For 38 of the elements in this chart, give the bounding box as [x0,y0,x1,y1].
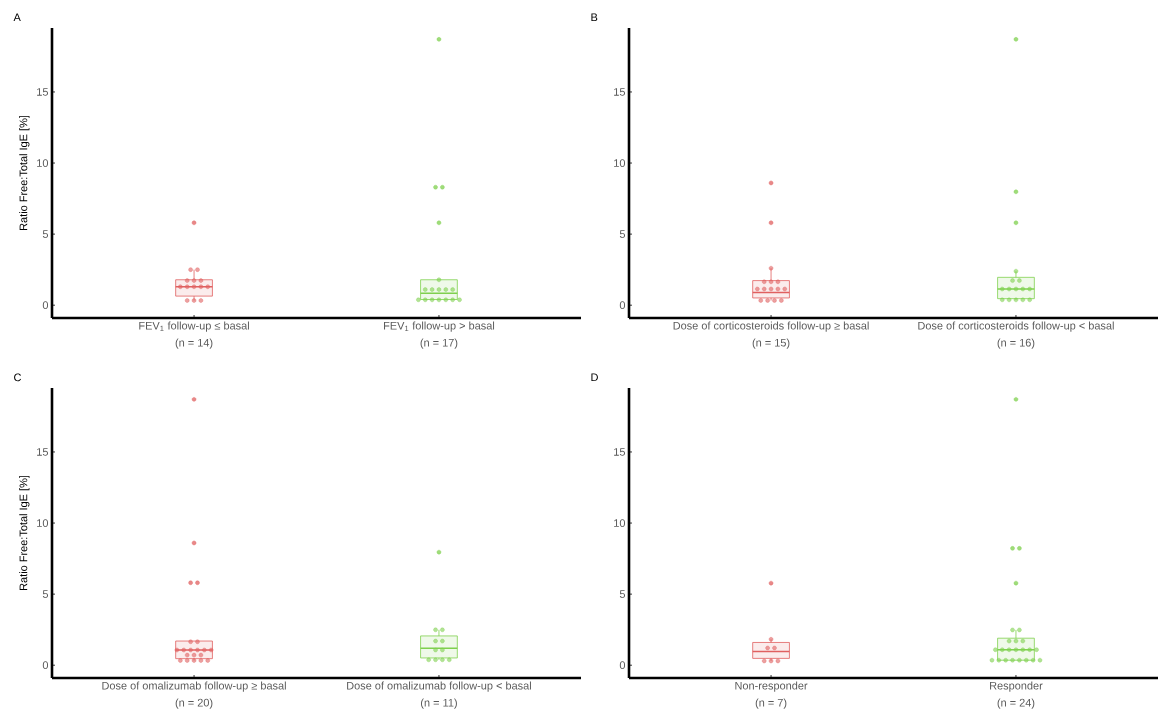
chart-title: B [591,13,598,22]
y-tick-label: 15 [37,88,49,96]
y-tick-label: 15 [37,448,49,456]
x-tick-label: Dose of omalizumab follow-up < basal [347,681,531,692]
y-tick-label: 0 [619,301,626,310]
y-tick-label: 10 [37,519,49,527]
x-tick-label: Responder [990,681,1043,692]
y-tick-label: 15 [614,88,626,96]
x-tick-label: Dose of corticosteroids follow-up < basal [918,321,1114,332]
y-tick-label: 15 [614,448,626,456]
y-tick-label: 5 [42,590,49,598]
y-tick-label: 5 [42,230,49,238]
text: (n = 24) [997,698,1035,709]
text: (n = 20) [175,698,213,709]
x-tick-label: Dose of omalizumab follow-up ≥ basal [102,681,286,692]
y-tick-label: 5 [619,590,626,598]
text: (n = 15) [752,338,790,349]
chart-title: D [591,373,598,382]
y-tick-label: 0 [42,301,49,310]
text: (n = 11) [421,698,457,709]
chart-title: C [14,373,22,382]
y-tick-label: 0 [619,661,626,670]
text: (n = 16) [997,338,1035,349]
chart-title: A [13,13,21,22]
y-tick-label: 10 [37,159,49,167]
x-tick-label: Dose of corticosteroids follow-up ≥ basal [673,321,869,332]
y-tick-label: 0 [42,661,49,670]
x-tick-label: Non-responder [735,681,808,692]
x-tick-label: FEV$_{1}$ follow-up ≤ basal [139,321,249,332]
text: (n = 7) [755,698,787,709]
x-tick-label: FEV$_{1}$ follow-up > basal [384,321,495,332]
y-tick-label: 10 [614,519,626,527]
y-axis-title: Ratio Free:Total IgE [%] [19,475,30,590]
y-tick-label: 10 [614,159,626,167]
y-axis-title: Ratio Free:Total IgE [%] [19,115,30,230]
y-tick-label: 5 [619,230,626,238]
text: (n = 14) [175,338,213,349]
text: (n = 17) [420,338,458,349]
